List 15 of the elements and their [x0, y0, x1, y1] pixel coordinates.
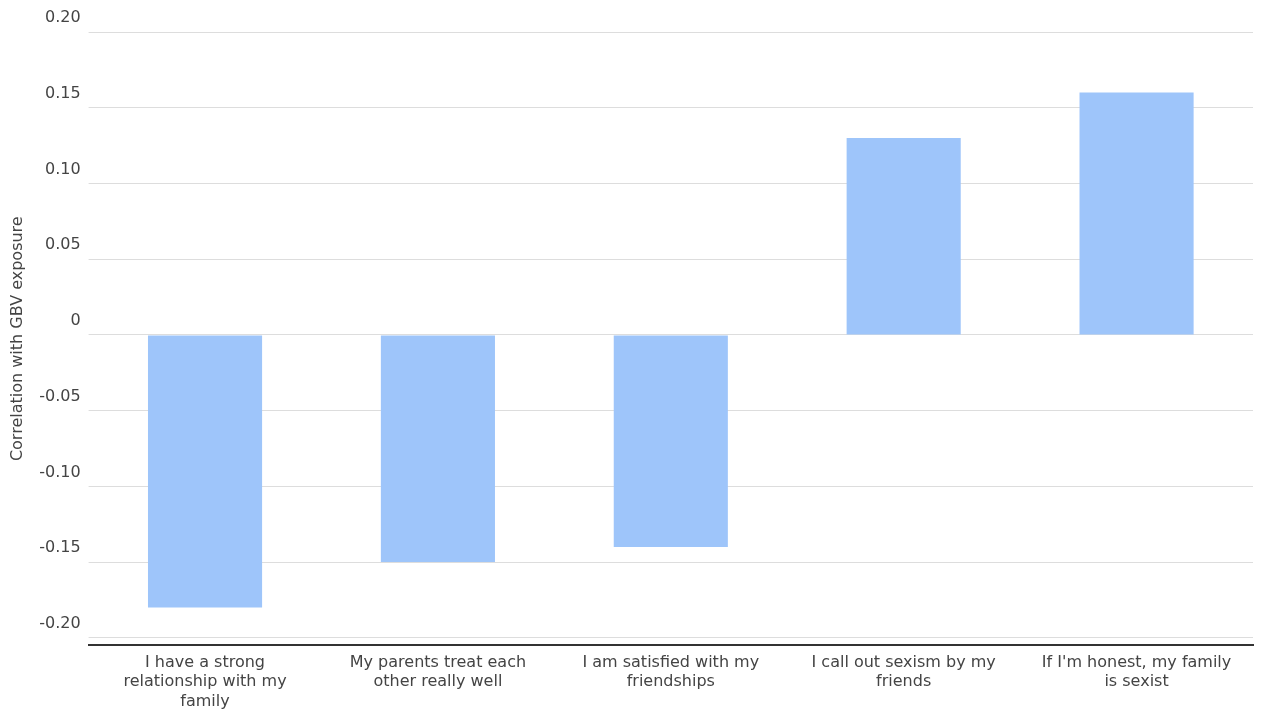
x-tick-label: I am satisfied with my friendships [582, 652, 760, 691]
y-axis-title: Correlation with GBV exposure [6, 216, 26, 462]
x-tick-label: I call out sexism by my friends [811, 652, 996, 691]
x-tick-label: If I'm honest, my family is sexist [1041, 652, 1232, 691]
y-tick-label: 0.05 [44, 234, 81, 254]
y-tick-label: -0.05 [39, 385, 81, 405]
y-tick-label: -0.10 [39, 461, 81, 481]
y-tick-label: -0.15 [39, 537, 81, 557]
x-tick-label: My parents treat each other really well [349, 652, 527, 691]
y-tick-label: 0.15 [44, 82, 81, 102]
y-tick-label: 0.10 [44, 158, 81, 178]
y-tick-label: 0.20 [44, 7, 81, 27]
x-tick-label: I have a strong relationship with my family [123, 652, 287, 710]
y-tick-label: 0 [70, 310, 81, 330]
y-tick-label: -0.20 [39, 612, 81, 632]
